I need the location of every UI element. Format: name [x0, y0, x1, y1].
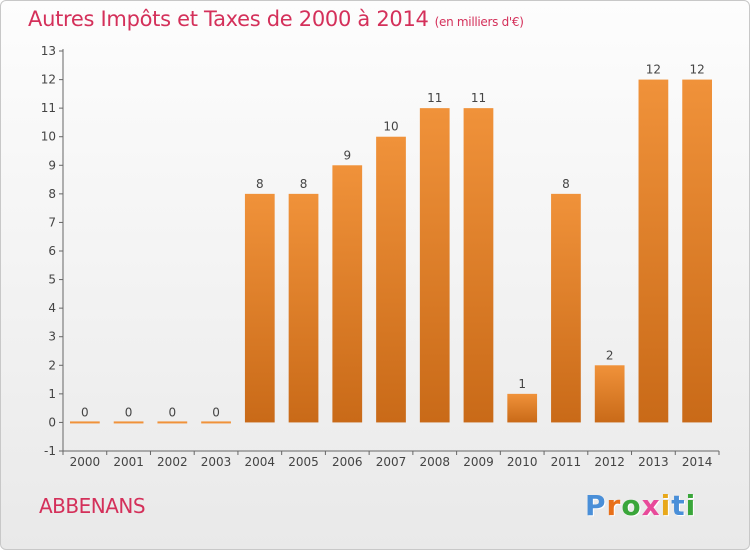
y-tick-label: 6 — [48, 244, 56, 258]
y-tick-label: 8 — [48, 187, 56, 201]
chart-title: Autres Impôts et Taxes de 2000 à 2014 (en… — [28, 7, 524, 31]
logo-letter: o — [621, 489, 642, 522]
chart-title-text: Autres Impôts et Taxes de 2000 à 2014 — [28, 7, 429, 31]
bar — [244, 193, 275, 423]
y-tick-label: 10 — [41, 130, 56, 144]
y-tick-label: 12 — [41, 73, 56, 87]
data-label: 8 — [562, 177, 570, 191]
data-label: 2 — [606, 348, 614, 362]
data-label: 0 — [81, 405, 89, 419]
y-tick-label: 5 — [48, 273, 56, 287]
y-tick-label: 2 — [48, 358, 56, 372]
data-label: 0 — [212, 405, 220, 419]
x-tick-label: 2003 — [201, 455, 232, 469]
bar — [157, 421, 188, 424]
x-tick-label: 2008 — [419, 455, 450, 469]
y-tick-label: 4 — [48, 301, 56, 315]
x-tick-label: 2006 — [332, 455, 363, 469]
logo-letter: i — [685, 489, 697, 522]
y-tick-label: 0 — [48, 415, 56, 429]
logo-letter: P — [585, 489, 607, 522]
x-tick-label: 2004 — [245, 455, 276, 469]
x-tick-label: 2014 — [682, 455, 713, 469]
bar — [551, 193, 581, 423]
data-label: 10 — [383, 120, 398, 134]
proxiti-logo: Proxiti — [585, 489, 696, 522]
bar — [594, 365, 625, 423]
bar — [682, 79, 713, 423]
bar — [113, 421, 144, 424]
x-tick-label: 2011 — [551, 455, 582, 469]
data-label: 8 — [256, 177, 264, 191]
data-label: 12 — [646, 63, 661, 77]
x-tick-label: 2010 — [507, 455, 538, 469]
data-label: 11 — [427, 91, 442, 105]
y-tick-label: 3 — [48, 330, 56, 344]
x-tick-label: 2009 — [463, 455, 494, 469]
x-tick-label: 2002 — [157, 455, 188, 469]
x-tick-label: 2005 — [288, 455, 319, 469]
x-tick-label: 2013 — [638, 455, 669, 469]
bar — [376, 136, 406, 423]
chart-title-unit: (en milliers d'€) — [434, 15, 524, 29]
bar — [69, 421, 100, 424]
bar — [507, 393, 538, 423]
data-label: 0 — [125, 405, 133, 419]
commune-name: ABBENANS — [39, 494, 146, 518]
bar — [463, 108, 494, 423]
bar — [332, 165, 363, 423]
bar — [201, 421, 231, 424]
data-label: 8 — [300, 177, 308, 191]
x-tick-label: 2001 — [113, 455, 144, 469]
x-tick-label: 2012 — [594, 455, 625, 469]
x-tick-label: 2007 — [376, 455, 407, 469]
x-tick-label: 2000 — [70, 455, 101, 469]
y-tick-label: 13 — [41, 44, 56, 58]
y-tick-label: 11 — [41, 101, 56, 115]
data-label: 0 — [169, 405, 177, 419]
data-label: 1 — [518, 377, 526, 391]
y-tick-label: -1 — [44, 444, 56, 458]
bar — [419, 108, 450, 423]
data-label: 12 — [689, 63, 704, 77]
data-label: 11 — [471, 91, 486, 105]
y-tick-label: 7 — [48, 215, 56, 229]
logo-letter: x — [641, 489, 661, 522]
logo-letter: i — [660, 489, 672, 522]
bar — [638, 79, 669, 423]
data-label: 9 — [343, 148, 351, 162]
bar — [288, 193, 319, 423]
y-tick-label: 1 — [48, 387, 56, 401]
logo-letter: t — [671, 489, 686, 522]
logo-letter: r — [606, 489, 622, 522]
y-tick-label: 9 — [48, 158, 56, 172]
